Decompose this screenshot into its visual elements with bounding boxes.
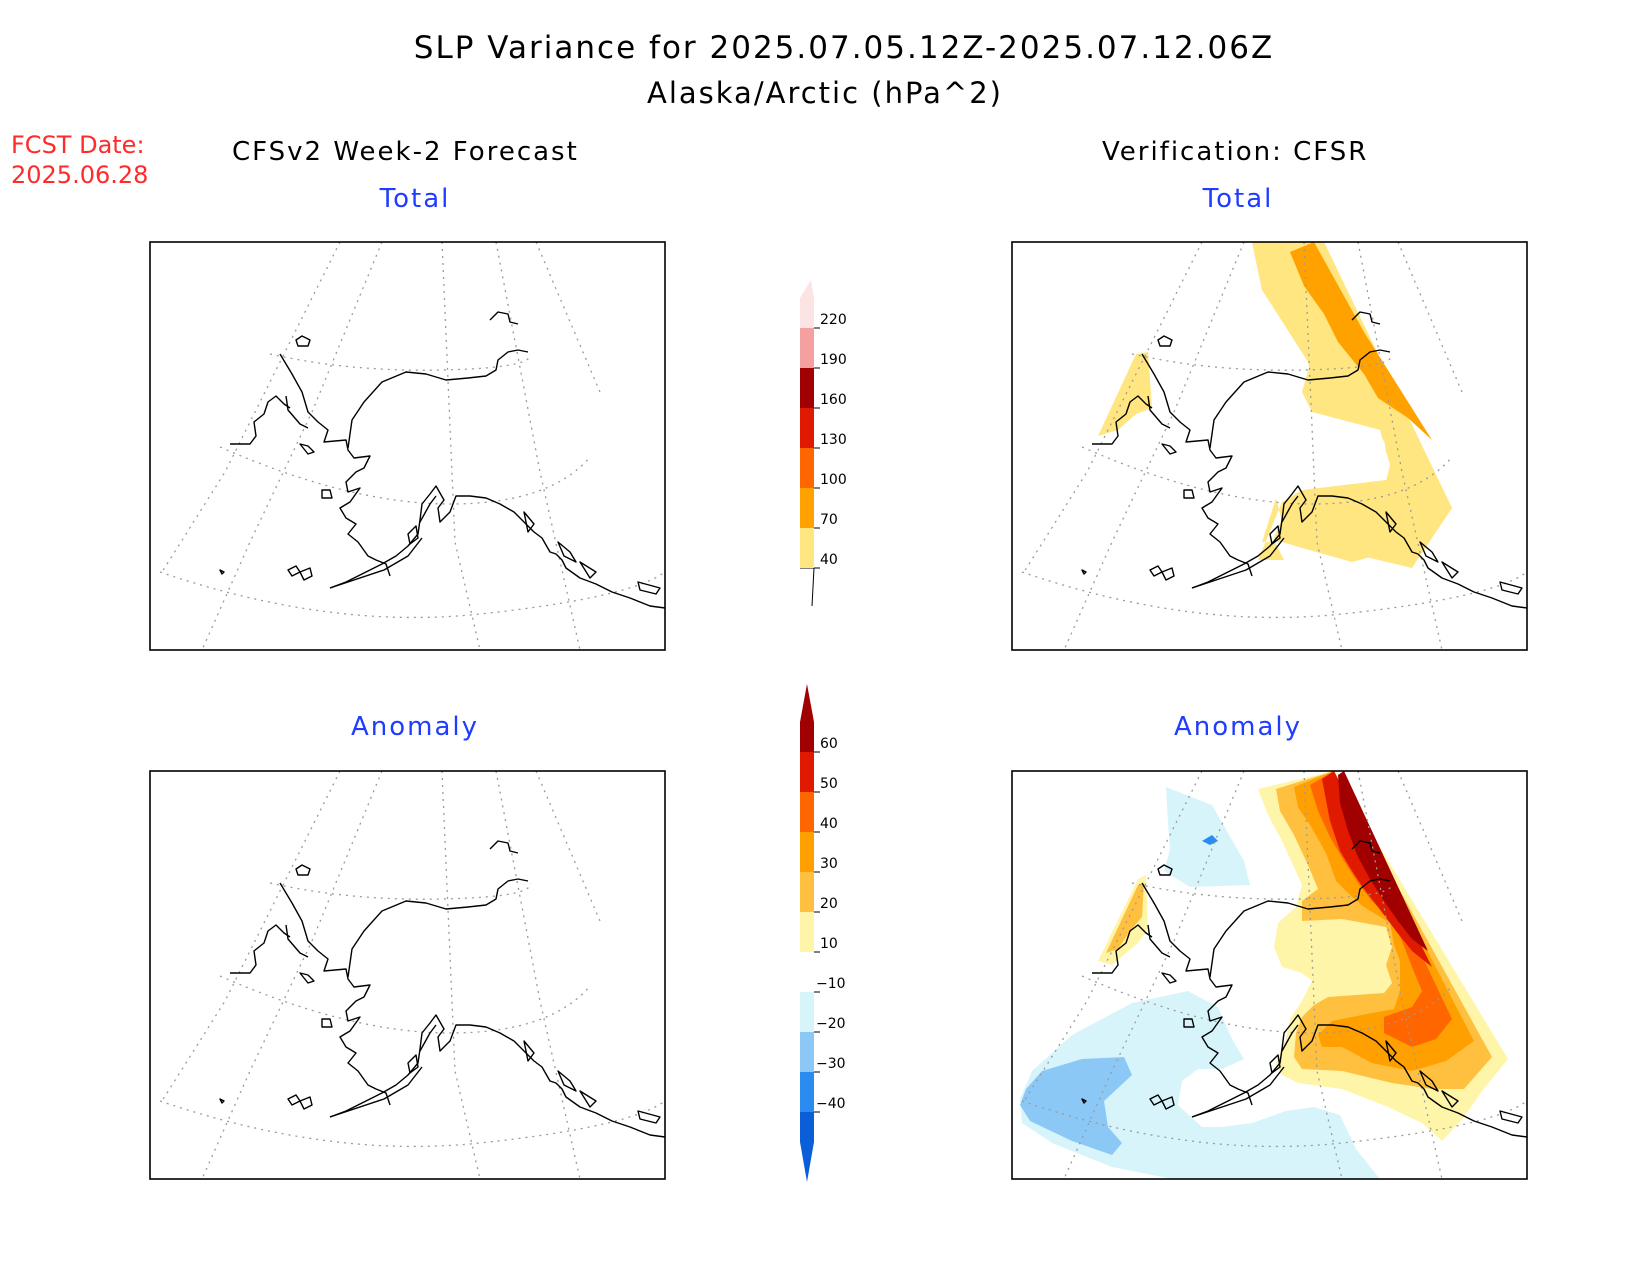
- colorbar-total-label: 70: [820, 512, 838, 528]
- colorbar-total-label: 160: [820, 392, 847, 408]
- verification-column-heading: Verification: CFSR: [1102, 137, 1369, 167]
- colorbar-anomaly-swatch: [800, 792, 814, 832]
- map-forecast-anomaly: [149, 770, 666, 1180]
- colorbar-anomaly-label: −20: [816, 1016, 846, 1032]
- colorbar-total-label: 40: [820, 552, 838, 568]
- colorbar-total-swatch: [800, 328, 814, 368]
- colorbar-anomaly: −40 −30 −20 −10 10 20 30 40 50 60: [800, 684, 846, 1182]
- colorbar-total-label: 130: [820, 432, 847, 448]
- forecast-column-heading: CFSv2 Week-2 Forecast: [232, 137, 579, 167]
- colorbar-anomaly-label: 60: [820, 736, 838, 752]
- fcst-date-value: 2025.06.28: [11, 161, 149, 189]
- colorbar-anomaly-swatch: [800, 1032, 814, 1072]
- colorbar-anomaly-label: −30: [816, 1056, 846, 1072]
- shading-anomaly: [1020, 771, 1508, 1179]
- colorbar-anomaly-label: 30: [820, 856, 838, 872]
- colorbar-total: 40 70 100 130 160 190 220: [800, 280, 847, 607]
- colorbar-total-label: 220: [820, 312, 847, 328]
- colorbar-anomaly-swatch: [800, 912, 814, 952]
- colorbar-anomaly-label: 50: [820, 776, 838, 792]
- colorbar-total-swatch: [800, 448, 814, 488]
- fcst-date-label: FCST Date:: [11, 131, 145, 159]
- map-forecast-total: [149, 241, 666, 651]
- colorbar-anomaly-swatch: [800, 1072, 814, 1112]
- colorbar-anomaly-label: −40: [816, 1096, 846, 1112]
- colorbar-total-bottom-arrow: [800, 567, 815, 607]
- colorbar-total-swatch: [800, 488, 814, 528]
- main-title: SLP Variance for 2025.07.05.12Z-2025.07.…: [413, 30, 1275, 66]
- colorbar-total-swatch: [800, 528, 814, 568]
- colorbar-total-swatch: [800, 368, 814, 408]
- colorbar-anomaly-swatch: [800, 832, 814, 872]
- map-verification-anomaly: [1011, 770, 1528, 1180]
- panel-title-verification-total: Total: [1202, 184, 1274, 214]
- colorbar-anomaly-label: 10: [820, 936, 838, 952]
- colorbar-total-swatch: [800, 280, 814, 328]
- colorbar-anomaly-swatch: [800, 952, 814, 992]
- shading-total: [1098, 242, 1452, 568]
- panel-title-verification-anomaly: Anomaly: [1173, 712, 1303, 742]
- colorbar-anomaly-swatch: [800, 1112, 814, 1182]
- colorbar-total-label: 100: [820, 472, 847, 488]
- colorbar-anomaly-swatch: [800, 684, 814, 752]
- colorbar-total-swatch: [800, 408, 814, 448]
- colorbar-anomaly-swatch: [800, 992, 814, 1032]
- panel-title-forecast-total: Total: [379, 184, 451, 214]
- colorbar-anomaly-swatch: [800, 872, 814, 912]
- main-subtitle: Alaska/Arctic (hPa^2): [647, 76, 1003, 110]
- map-verification-total: [1011, 241, 1528, 651]
- colorbar-anomaly-label: 40: [820, 816, 838, 832]
- colorbar-anomaly-swatch: [800, 752, 814, 792]
- colorbar-total-label: 190: [820, 352, 847, 368]
- panel-title-forecast-anomaly: Anomaly: [350, 712, 480, 742]
- colorbar-anomaly-label: −10: [816, 976, 846, 992]
- colorbar-anomaly-label: 20: [820, 896, 838, 912]
